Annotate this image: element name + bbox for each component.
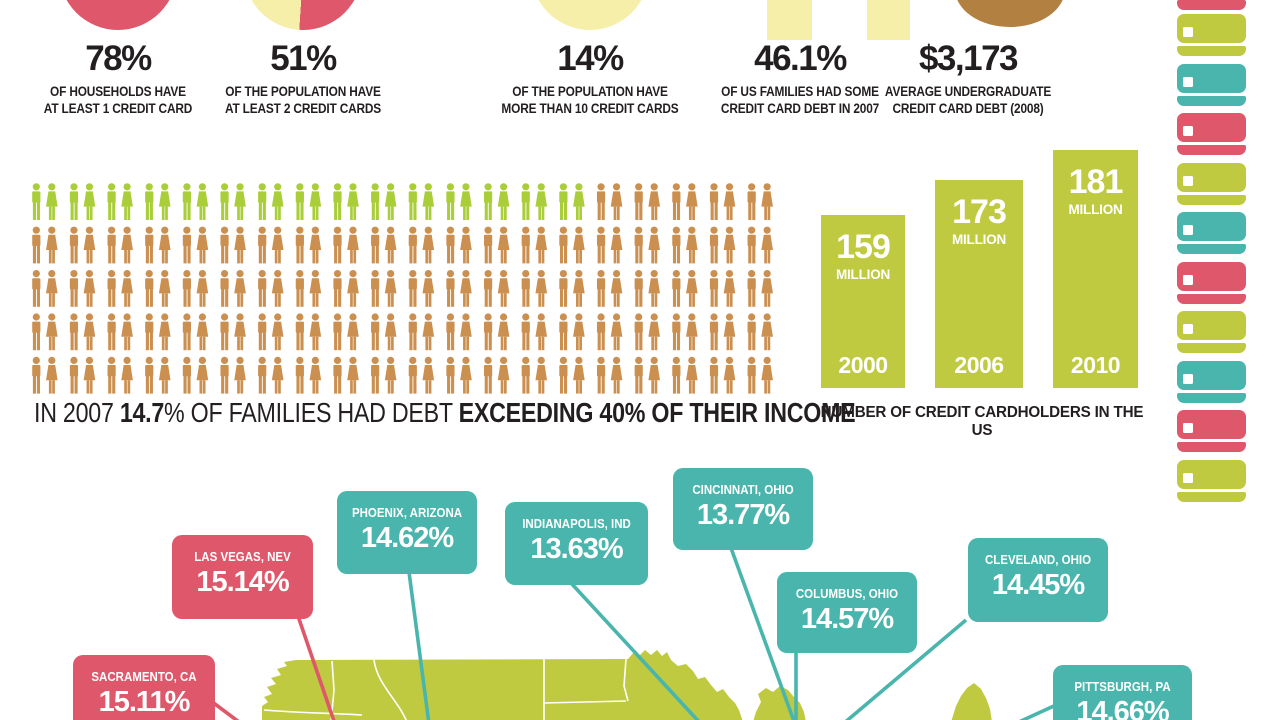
credit-card-icon	[1177, 459, 1246, 502]
bar-value: 181	[1068, 163, 1124, 201]
stat-value: 14%	[557, 39, 624, 78]
stat-description: OF THE POPULATION HAVE MORE THAN 10 CREDI…	[501, 84, 679, 116]
card-chip	[1183, 126, 1193, 136]
credit-card-icon	[1177, 113, 1246, 155]
callout-city: COLUMBUS, OHIO	[795, 587, 899, 601]
headline-segment: IN 2007	[34, 397, 120, 428]
bar-value: 159	[836, 228, 891, 266]
callout-value: 14.45%	[991, 569, 1085, 601]
callout-columbus: COLUMBUS, OHIO 14.57%	[777, 572, 917, 653]
credit-card-icon	[1177, 63, 1246, 106]
callout-value: 13.77%	[696, 499, 790, 531]
callout-line-las-vegas	[296, 615, 336, 720]
credit-card-icon	[1177, 0, 1246, 10]
stat-families-debt-2007: 46.1% OF US FAMILIES HAD SOME CREDIT CARD …	[690, 0, 910, 135]
bar-unit: MILLION	[835, 267, 891, 282]
credit-card-icon	[1177, 261, 1246, 304]
callout-value: 13.63%	[530, 533, 623, 565]
callout-line-pittsburgh	[1018, 703, 1057, 720]
headline-segment: EXCEEDING 40% OF THEIR INCOME	[458, 397, 856, 428]
us-map-michigan	[753, 686, 806, 720]
callout-city: SACRAMENTO, CA	[91, 670, 197, 684]
callout-city: INDIANAPOLIS, IND	[522, 517, 631, 531]
bar-unit: MILLION	[951, 232, 1007, 247]
callout-pittsburgh: PITTSBURGH, PA 14.66%	[1053, 665, 1192, 720]
callout-cincinnati: CINCINNATI, OHIO 13.77%	[673, 468, 813, 550]
callout-value: 15.14%	[196, 566, 289, 598]
card-chip	[1183, 324, 1193, 334]
callout-phoenix: PHOENIX, ARIZONA 14.62%	[337, 491, 477, 574]
card-chip	[1183, 175, 1193, 186]
us-map-land	[262, 650, 743, 720]
bar-year: 2006	[954, 352, 1004, 378]
callout-city: LAS VEGAS, NEV	[194, 550, 291, 564]
card-chip	[1183, 225, 1193, 235]
yellow-bar-icon	[767, 0, 812, 40]
callout-value: 15.11%	[98, 686, 191, 718]
callout-city: CLEVELAND, OHIO	[984, 553, 1092, 567]
callout-line-phoenix	[407, 571, 431, 720]
callout-cleveland: CLEVELAND, OHIO 14.45%	[968, 538, 1108, 622]
bar-unit: MILLION	[1068, 202, 1123, 217]
headline-segment: 14.7	[119, 397, 165, 428]
credit-card-icon	[1177, 162, 1246, 205]
stat-households-one-card: 78% OF HOUSEHOLDS HAVE AT LEAST 1 CREDIT C…	[8, 0, 228, 135]
stat-description: AVERAGE UNDERGRADUATE CREDIT CARD DEBT (2…	[884, 84, 1052, 116]
callout-value: 14.57%	[800, 603, 894, 635]
callout-line-indianapolis	[569, 581, 700, 720]
credit-card-icon	[1177, 14, 1246, 56]
bar-2006: 173 MILLION 2006	[935, 180, 1023, 388]
callout-las-vegas: LAS VEGAS, NEV 15.14%	[172, 535, 313, 619]
bar-2010: 181 MILLION 2010	[1053, 150, 1138, 388]
credit-card-icon	[1177, 360, 1246, 403]
card-chip	[1183, 373, 1193, 384]
us-map-maine	[951, 683, 992, 720]
card-chip	[1183, 76, 1193, 87]
stat-value: $3,173	[918, 39, 1019, 78]
stat-description: OF US FAMILIES HAD SOME CREDIT CARD DEBT …	[720, 84, 880, 116]
stat-population-two-cards: 51% OF THE POPULATION HAVE AT LEAST 2 CRED…	[193, 0, 413, 135]
callout-city: PITTSBURGH, PA	[1074, 680, 1171, 694]
callout-indianapolis: INDIANAPOLIS, IND 13.63%	[505, 502, 648, 585]
stat-value: 51%	[270, 39, 337, 78]
bar-value: 173	[952, 193, 1007, 231]
callout-city: CINCINNATI, OHIO	[692, 483, 794, 497]
callout-line-sacramento	[209, 699, 240, 720]
yellow-bar-icon	[867, 0, 910, 40]
stat-undergrad-debt-2008: $3,173 AVERAGE UNDERGRADUATE CREDIT CARD D…	[858, 0, 1078, 135]
card-chip	[1183, 27, 1193, 37]
bar-year: 2000	[838, 352, 888, 378]
bar-chart-caption: NUMBER OF CREDIT CARDHOLDERS IN THE US	[820, 404, 1144, 439]
callout-sacramento: SACRAMENTO, CA 15.11%	[73, 655, 215, 720]
credit-card-icon	[1177, 212, 1246, 254]
callout-value: 14.62%	[360, 522, 454, 554]
stat-population-ten-cards: 14% OF THE POPULATION HAVE MORE THAN 10 CR…	[480, 0, 700, 135]
stat-description: OF THE POPULATION HAVE AT LEAST 2 CREDIT …	[224, 84, 382, 116]
callout-line-cleveland	[844, 618, 968, 720]
stat-value: 78%	[85, 39, 152, 78]
card-chip	[1183, 472, 1193, 483]
stat-description: OF HOUSEHOLDS HAVE AT LEAST 1 CREDIT CARD	[43, 84, 193, 116]
callout-value: 14.66%	[1076, 696, 1169, 720]
card-chip	[1183, 274, 1193, 285]
credit-card-icon	[1177, 410, 1246, 452]
card-chip	[1183, 423, 1193, 433]
stat-value: 46.1%	[754, 39, 847, 78]
credit-card-icon	[1177, 311, 1246, 353]
callout-line-cincinnati	[729, 547, 796, 720]
callout-city: PHOENIX, ARIZONA	[351, 506, 463, 520]
bar-year: 2010	[1070, 352, 1121, 378]
bar-2000: 159 MILLION 2000	[821, 215, 905, 388]
families-debt-headline: IN 2007 14.7% OF FAMILIES HAD DEBT EXCEE…	[34, 397, 856, 429]
headline-segment: % OF FAMILIES HAD DEBT	[164, 397, 459, 428]
